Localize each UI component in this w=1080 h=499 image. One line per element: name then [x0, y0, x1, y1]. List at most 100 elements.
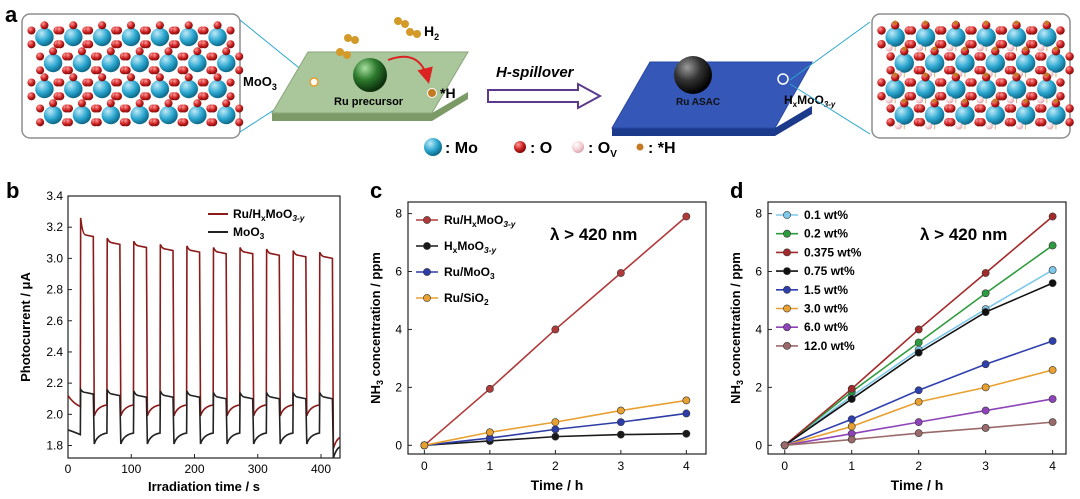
x-tick-label: 1 — [487, 459, 494, 473]
mo-atom — [946, 27, 966, 47]
o-atom — [122, 52, 131, 61]
data-point — [914, 338, 923, 347]
o-atom — [40, 73, 49, 82]
o-atom — [155, 73, 164, 82]
o-atom — [164, 99, 173, 108]
o-atom — [226, 92, 235, 101]
o-atom — [49, 47, 58, 56]
o-atom — [27, 40, 36, 49]
hxmoo3-slab — [611, 61, 813, 129]
mo-atom — [924, 105, 945, 125]
h-atom — [1023, 98, 1028, 103]
ov-site — [955, 122, 963, 130]
plot-area-c: 0 2 4 6 8 0 1 2 3 4 Time / h NH3 concentration / pp… — [368, 201, 707, 493]
ov-site — [1015, 122, 1024, 130]
legend-label: MoO3 — [233, 225, 265, 241]
data-point — [1048, 366, 1057, 374]
zoom-line — [789, 21, 871, 81]
o-atom — [222, 47, 231, 56]
x-tick-label: 100 — [121, 462, 141, 476]
ru-precursor-sphere — [353, 58, 387, 92]
legend-marker — [783, 341, 791, 350]
legend-marker — [783, 285, 791, 294]
o-atom — [164, 47, 173, 56]
y-axis-label: Photocurrent / μA — [18, 271, 33, 381]
mo-atom — [150, 79, 170, 99]
data-point — [616, 418, 625, 427]
data-point — [914, 325, 923, 334]
legend-marker — [783, 304, 791, 313]
o-atom — [977, 66, 986, 75]
wavelength-annotation: λ > 420 nm — [550, 225, 637, 244]
o-atom — [106, 47, 115, 56]
o-atom — [209, 52, 218, 61]
data-point — [682, 409, 691, 418]
o-atom — [122, 104, 131, 113]
plot-area-d: 0 2 4 6 8 0 1 2 3 4 Time / h NH3 concentration / pp… — [728, 201, 1067, 493]
o-atom — [27, 92, 36, 101]
o-atom — [184, 73, 193, 82]
moo3-crystal-structure — [27, 21, 244, 127]
data-point — [1048, 241, 1057, 250]
zoom-line — [789, 83, 871, 135]
plot-frame — [767, 201, 1067, 455]
o-atom — [77, 99, 86, 108]
h-spillover-arrow-icon — [487, 82, 603, 110]
data-point — [1048, 279, 1057, 288]
o-atom — [56, 26, 65, 35]
data-point — [682, 396, 691, 405]
o-atom — [1056, 40, 1065, 49]
data-point — [420, 441, 429, 450]
o-atom — [56, 40, 65, 49]
legend-label: 3.0 wt% — [804, 302, 848, 316]
h-atom — [1044, 72, 1050, 77]
y-tick-label: 8 — [395, 207, 402, 221]
y-tick-label: 8 — [755, 207, 762, 221]
o-atom — [151, 118, 160, 127]
ru-precursor-label: Ru precursor — [334, 96, 404, 108]
panel-label-d: d — [730, 178, 743, 203]
ov-site — [946, 44, 954, 52]
ov-site — [1006, 44, 1015, 52]
data-point — [981, 308, 990, 316]
o-atom — [200, 40, 209, 49]
o-atom — [200, 26, 209, 35]
o-atom — [1028, 92, 1038, 101]
o-atom — [142, 26, 151, 35]
x-tick-label: 3 — [982, 459, 989, 473]
o-atom — [180, 66, 189, 75]
y-tick-label: 2.0 — [46, 407, 63, 421]
h-spillover-label: H-spillover — [496, 64, 575, 81]
o-atom — [937, 40, 947, 49]
ov-site — [885, 44, 893, 52]
o-atom — [27, 78, 36, 87]
o-atom — [226, 26, 235, 35]
legend-label: Ru/HxMoO3-y — [233, 207, 305, 223]
o-atom — [1056, 78, 1065, 87]
mo-atom — [955, 53, 975, 73]
legend-label: 0.1 wt% — [804, 208, 848, 222]
mo-atom — [150, 27, 170, 47]
ru-asac-label: Ru ASAC — [676, 97, 720, 108]
o-atom — [93, 104, 102, 113]
mo-atom — [1037, 27, 1057, 47]
mo-atom — [72, 105, 92, 125]
data-point — [981, 424, 990, 432]
o-atom — [235, 52, 244, 61]
o-atom — [1038, 104, 1047, 113]
y-tick-label: 2 — [395, 380, 402, 394]
mo-atom — [985, 105, 1005, 125]
o-atom — [36, 66, 45, 75]
mo-atom — [121, 27, 141, 47]
o-atom — [235, 118, 244, 127]
o-atom — [947, 104, 956, 113]
legend-marker — [783, 211, 791, 219]
o-atom — [126, 21, 136, 30]
dissociation-arrow-icon — [387, 55, 433, 84]
data-point — [1048, 395, 1057, 403]
o-atom — [135, 47, 144, 56]
o-atom — [142, 40, 151, 49]
o-atom — [1065, 104, 1074, 113]
data-point — [914, 429, 923, 438]
chart-d: d 0 2 4 6 8 0 1 2 3 4 Time / h NH3 concentration / … — [728, 178, 1067, 493]
